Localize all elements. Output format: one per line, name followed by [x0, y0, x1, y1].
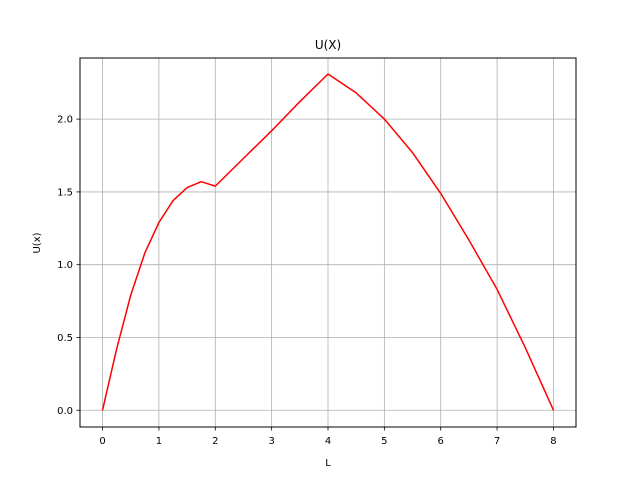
- x-tick-label: 7: [494, 436, 500, 447]
- series-layer: [101, 73, 555, 411]
- x-tick-label: 3: [268, 436, 274, 447]
- y-tick-label: 1.0: [57, 260, 73, 271]
- chart-title: U(X): [315, 38, 341, 52]
- y-tick-label: 1.5: [57, 187, 73, 198]
- x-tick-label: 4: [325, 436, 331, 447]
- x-tick-label: 8: [550, 436, 556, 447]
- x-tick-label: 5: [381, 436, 387, 447]
- x-axis-label: L: [325, 458, 331, 469]
- grid: [80, 58, 576, 427]
- x-axis: 0 1 2 3 4 5 6 7 8: [99, 427, 557, 447]
- x-tick-label: 2: [212, 436, 218, 447]
- x-tick-label: 0: [99, 436, 105, 447]
- y-axis-label: U(x): [32, 232, 43, 253]
- y-tick-label: 0.0: [57, 406, 73, 417]
- y-axis: 0.0 0.5 1.0 1.5 2.0: [57, 115, 80, 417]
- x-tick-label: 6: [438, 436, 444, 447]
- series-line: [101, 73, 555, 411]
- y-tick-label: 0.5: [57, 333, 73, 344]
- x-tick-label: 1: [156, 436, 162, 447]
- y-tick-label: 2.0: [57, 115, 73, 126]
